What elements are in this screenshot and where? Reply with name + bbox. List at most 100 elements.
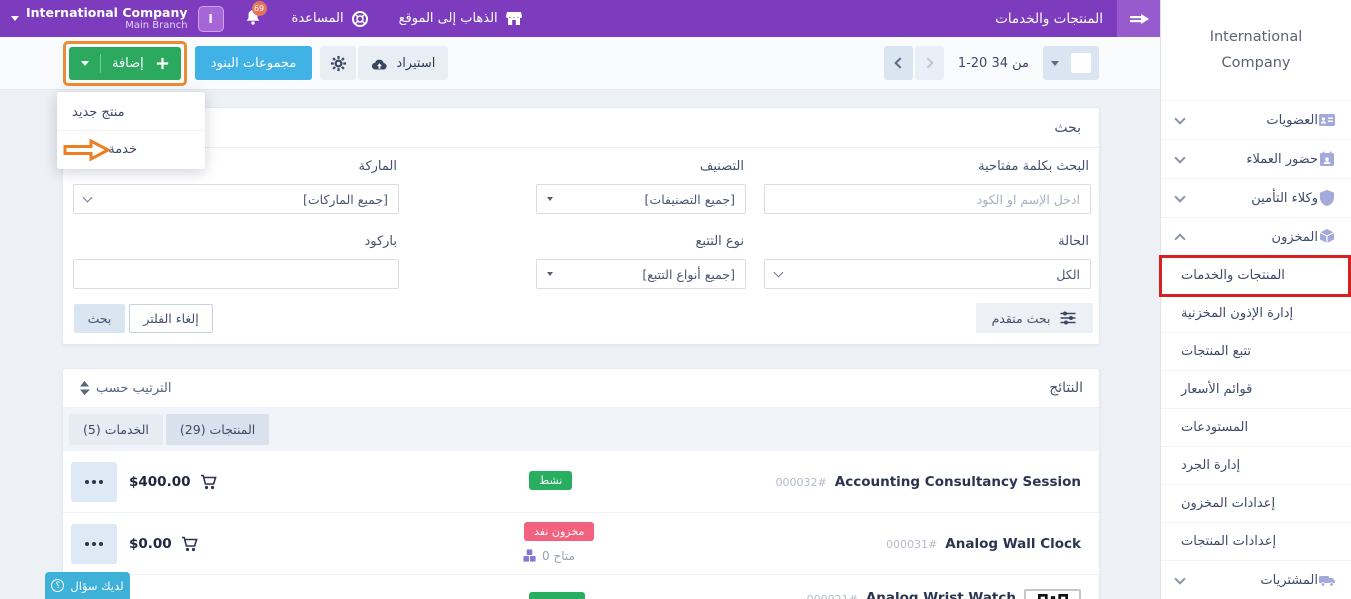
- tracking-type-value: [جميع أنواع التتبع]: [642, 266, 735, 282]
- sidebar-subitem-inventory-settings[interactable]: إعدادات المخزون: [1161, 484, 1351, 522]
- sidebar-subitem-warehouses[interactable]: المستودعات: [1161, 408, 1351, 446]
- keyword-input[interactable]: [764, 184, 1091, 214]
- results-title: النتائج: [1049, 380, 1083, 396]
- brand-label: الماركة: [358, 159, 398, 174]
- company-switcher[interactable]: International Company Main Branch: [26, 5, 188, 32]
- product-row: 000021# Analog Wrist Watch: [63, 575, 1099, 599]
- tracking-type-select[interactable]: [جميع أنواع التتبع]: [536, 259, 746, 289]
- caret-down-icon: [547, 272, 553, 276]
- pagination-range-text: 1-20 من 34: [957, 55, 1029, 71]
- product-code: 000031#: [886, 537, 938, 551]
- row-actions-button[interactable]: [71, 462, 117, 502]
- avatar[interactable]: I: [197, 5, 224, 32]
- keyword-label: البحث بكلمة مفتاحية: [978, 159, 1089, 174]
- product-code: 000021#: [807, 593, 858, 599]
- sidebar-subitem-price-lists[interactable]: قوائم الأسعار: [1161, 370, 1351, 408]
- chevron-down-icon: [1174, 190, 1186, 203]
- category-value: [جميع التصنيفات]: [644, 191, 735, 207]
- branch-name: Main Branch: [125, 20, 188, 31]
- gear-icon: [330, 55, 346, 71]
- sidebar-item-label: حضور العملاء: [1246, 151, 1318, 167]
- sort-by-label: الترتيب حسب: [96, 380, 172, 396]
- help-link[interactable]: المساعدة: [292, 10, 369, 28]
- product-price: $0.00: [129, 513, 198, 575]
- attendance-calendar-icon: [1320, 151, 1334, 166]
- sidebar-item-purchases[interactable]: المشتريات: [1161, 560, 1351, 599]
- sidebar-item-inventory[interactable]: المخزون: [1161, 217, 1351, 256]
- sidebar-item-label: المشتريات: [1260, 572, 1318, 588]
- sidebar-subitem-product-tracking[interactable]: تتبع المنتجات: [1161, 332, 1351, 370]
- help-link-label: المساعدة: [291, 11, 344, 26]
- search-panel: بحث البحث بكلمة مفتاحية التصنيف [جميع ال…: [62, 107, 1100, 345]
- menu-item-new-service[interactable]: خدمة جديدة: [57, 131, 205, 167]
- advanced-search-label: بحث متقدم: [991, 310, 1051, 326]
- caret-down-icon: [1051, 60, 1059, 66]
- truck-icon: [1319, 576, 1335, 587]
- chevron-down-icon: [773, 267, 784, 278]
- caret-down-icon: [547, 197, 553, 201]
- question-mark-icon: ؟: [51, 579, 65, 592]
- status-badge-partial: [529, 592, 585, 599]
- sidebar-item-client-attendance[interactable]: حضور العملاء: [1161, 139, 1351, 178]
- search-panel-title: بحث: [1054, 119, 1081, 136]
- product-name: Accounting Consultancy Session: [834, 474, 1081, 490]
- row-actions-button[interactable]: [71, 524, 117, 564]
- product-row: 000031# Analog Wall Clock مخزون نفد 0 مت…: [63, 513, 1099, 575]
- sidebar-company-title: International Company: [1209, 29, 1303, 71]
- sidebar-subitem-stocktaking[interactable]: إدارة الجرد: [1161, 446, 1351, 484]
- add-button-label: إضافة: [112, 55, 144, 71]
- pagination-prev-button[interactable]: [883, 46, 913, 80]
- settings-button[interactable]: [320, 46, 357, 80]
- status-select[interactable]: الكل: [764, 259, 1091, 289]
- chevron-right-icon: [922, 57, 934, 69]
- item-groups-button[interactable]: مجموعات البنود: [194, 46, 313, 80]
- chevron-down-icon: [1174, 572, 1186, 585]
- sort-arrows-icon: [80, 381, 90, 395]
- tab-services[interactable]: الخدمات (5): [69, 414, 163, 445]
- chevron-down-icon: [1174, 112, 1186, 125]
- tracking-type-label: نوع التتبع: [695, 234, 744, 249]
- notifications-button[interactable]: 69: [244, 0, 267, 30]
- advanced-search-button[interactable]: بحث متقدم: [976, 303, 1093, 333]
- category-label: التصنيف: [699, 159, 744, 174]
- lifesaver-icon: [351, 10, 368, 27]
- brand-select[interactable]: [جميع الماركات]: [73, 184, 399, 214]
- sidebar-item-insurance-agents[interactable]: وكلاء التأمين: [1161, 178, 1351, 217]
- pagination: 1-20 من 34: [883, 46, 1099, 80]
- sidebar-item-label: وكلاء التأمين: [1251, 190, 1318, 206]
- menu-item-new-product[interactable]: منتج جديد: [72, 104, 125, 120]
- product-code: 000032#: [775, 475, 827, 489]
- product-name: Analog Wrist Watch: [865, 590, 1016, 599]
- page-size-select[interactable]: [1043, 46, 1099, 80]
- sidebar-item-label: المخزون: [1271, 229, 1318, 245]
- pagination-next-button[interactable]: [914, 46, 944, 80]
- sidebar-item-memberships[interactable]: العضويات: [1161, 100, 1351, 139]
- chevron-down-icon: [1174, 151, 1186, 164]
- have-a-question-label: لديك سؤال: [70, 578, 124, 593]
- chevron-up-icon: [1174, 233, 1186, 245]
- go-to-site-link[interactable]: الذهاب إلى الموقع: [399, 10, 523, 28]
- add-button[interactable]: إضافة: [69, 46, 181, 80]
- import-button[interactable]: استيراد: [358, 46, 449, 80]
- sidebar-subitem-inventory-permits[interactable]: إدارة الإذون المخزنية: [1161, 294, 1351, 332]
- topbar: International Company Main Branch I 69 ا…: [0, 0, 1160, 37]
- clear-filter-button[interactable]: إلغاء الفلتر: [129, 304, 213, 333]
- tab-products[interactable]: المنتجات (29): [165, 414, 270, 445]
- have-a-question-button[interactable]: لديك سؤال ؟: [45, 572, 130, 599]
- sidebar-item-label: العضويات: [1266, 112, 1318, 128]
- chevron-down-icon: [82, 192, 93, 203]
- qr-code-icon: [1037, 594, 1068, 599]
- double-arrow-right-icon: [1129, 13, 1149, 24]
- availability-text: 0 متاح: [542, 548, 575, 563]
- search-submit-button[interactable]: بحث: [74, 304, 125, 333]
- sidebar-subitem-products-services[interactable]: المنتجات والخدمات: [1161, 256, 1351, 294]
- add-dropdown-menu: منتج جديد خدمة جديدة: [57, 92, 205, 169]
- product-price: $400.00: [129, 451, 217, 513]
- sidebar-subitem-product-settings[interactable]: إعدادات المنتجات: [1161, 522, 1351, 560]
- category-select[interactable]: [جميع التصنيفات]: [536, 184, 746, 214]
- sidebar-collapse-button[interactable]: [1117, 0, 1160, 37]
- sort-by-control[interactable]: الترتيب حسب: [79, 381, 172, 396]
- barcode-input[interactable]: [73, 259, 399, 289]
- plus-icon: [156, 57, 168, 69]
